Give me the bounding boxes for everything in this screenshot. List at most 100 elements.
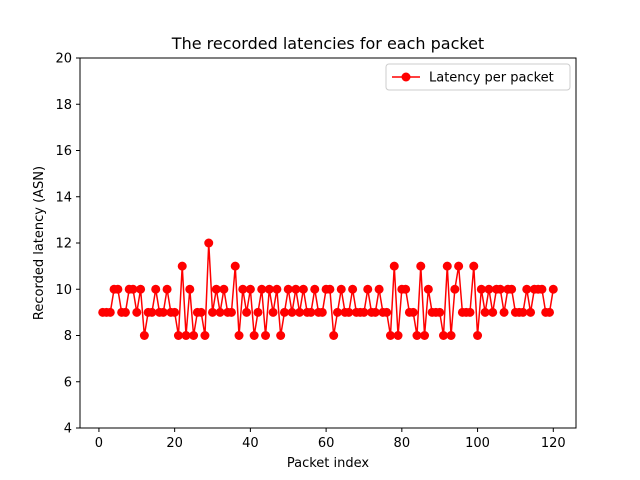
chart-title: The recorded latencies for each packet [171, 34, 484, 53]
data-point [162, 284, 172, 294]
data-point [507, 284, 517, 294]
data-point [450, 284, 460, 294]
data-point [264, 284, 274, 294]
y-tick-label: 12 [55, 237, 72, 252]
x-tick-label: 40 [242, 436, 259, 451]
data-point [469, 261, 479, 271]
data-point [480, 307, 490, 317]
data-point [374, 284, 384, 294]
data-point [185, 284, 195, 294]
y-tick-label: 8 [64, 329, 72, 344]
data-point [363, 284, 373, 294]
y-tick-label: 10 [55, 283, 72, 298]
y-tick-label: 18 [55, 98, 72, 113]
data-point [473, 331, 483, 340]
data-point [465, 307, 475, 317]
data-point [208, 307, 218, 317]
data-point [219, 284, 229, 294]
data-point [287, 307, 297, 317]
data-point [298, 284, 308, 294]
data-point [230, 261, 240, 271]
data-point [245, 284, 255, 294]
legend-box [385, 63, 571, 91]
data-point [234, 331, 244, 340]
data-point [242, 307, 252, 317]
data-point [136, 284, 146, 294]
legend-label: Latency per packet [429, 71, 554, 86]
data-point [253, 307, 263, 317]
data-point [139, 331, 149, 340]
data-point [279, 307, 289, 317]
data-point [211, 284, 221, 294]
data-point [446, 331, 456, 340]
data-point [416, 261, 426, 271]
data-point [132, 307, 142, 317]
data-point [268, 307, 278, 317]
data-point [548, 284, 558, 294]
data-point [412, 331, 422, 340]
data-point [196, 307, 206, 317]
data-point [158, 307, 168, 317]
data-point [359, 307, 369, 317]
data-point [389, 261, 399, 271]
data-point [344, 307, 354, 317]
y-tick-label: 16 [55, 144, 72, 159]
data-point [537, 284, 547, 294]
x-tick-label: 60 [318, 436, 335, 451]
y-axis-label: Recorded latency (ASN) [32, 166, 47, 320]
data-point [310, 284, 320, 294]
data-point [215, 307, 225, 317]
data-point [272, 284, 282, 294]
y-tick-label: 20 [55, 52, 72, 67]
data-point [173, 331, 183, 340]
data-point [408, 307, 418, 317]
data-point [128, 284, 138, 294]
x-axis-ticks: 0 20 40 60 80 100 120 [95, 428, 566, 451]
data-point [393, 331, 403, 340]
data-point [495, 284, 505, 294]
x-axis-label: Packet index [287, 456, 370, 471]
data-point [484, 284, 494, 294]
data-point [420, 331, 430, 340]
data-point [317, 307, 327, 317]
x-tick-label: 80 [394, 436, 411, 451]
y-tick-label: 14 [55, 190, 72, 205]
data-point [177, 261, 187, 271]
legend: Latency per packet [385, 63, 571, 91]
y-tick-label: 4 [64, 422, 72, 437]
data-point [113, 284, 123, 294]
data-point [382, 307, 392, 317]
data-point [261, 331, 271, 340]
data-point [522, 284, 532, 294]
data-point [476, 284, 486, 294]
y-tick-label: 6 [64, 375, 72, 390]
data-point [295, 307, 305, 317]
data-point [147, 307, 157, 317]
legend-marker-swatch [401, 72, 411, 82]
series-group [98, 238, 558, 340]
data-point [200, 331, 210, 340]
data-point [329, 331, 339, 340]
x-tick-label: 120 [541, 436, 566, 451]
data-point [291, 284, 301, 294]
x-tick-label: 0 [95, 436, 103, 451]
data-point [120, 307, 130, 317]
data-point [435, 307, 445, 317]
data-point [283, 284, 293, 294]
data-point [401, 284, 411, 294]
data-point [518, 307, 528, 317]
data-point [526, 307, 536, 317]
data-point [189, 331, 199, 340]
data-point [488, 307, 498, 317]
data-point [306, 307, 316, 317]
data-point [454, 261, 464, 271]
data-point [249, 331, 259, 340]
data-point [105, 307, 115, 317]
data-point [226, 307, 236, 317]
data-point [170, 307, 180, 317]
data-point [348, 284, 358, 294]
data-point [438, 331, 448, 340]
x-tick-label: 20 [166, 436, 183, 451]
data-point [276, 331, 286, 340]
